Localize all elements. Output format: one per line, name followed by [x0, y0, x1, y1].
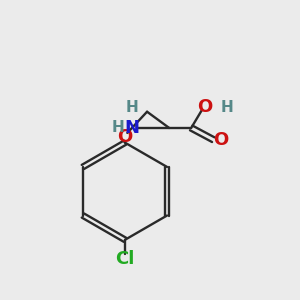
Text: H: H — [220, 100, 233, 115]
Text: O: O — [213, 131, 228, 149]
Text: O: O — [117, 128, 133, 146]
Text: Cl: Cl — [115, 250, 135, 268]
Text: H: H — [112, 120, 124, 135]
Text: H: H — [126, 100, 139, 115]
Text: N: N — [125, 119, 140, 137]
Text: O: O — [197, 98, 212, 116]
